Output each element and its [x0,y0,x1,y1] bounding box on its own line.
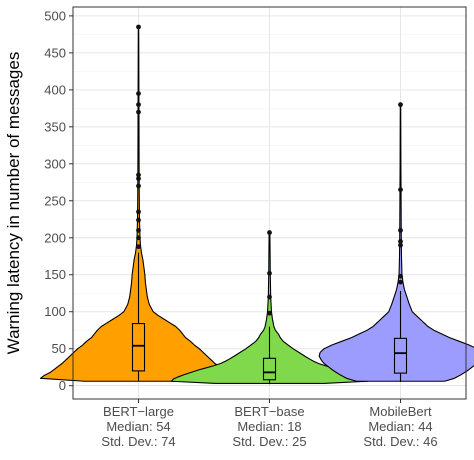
outlier-point [136,244,141,250]
y-tick-label: 500 [44,8,66,23]
outlier-point [136,172,141,178]
y-axis: 0 50 100 150 200 250 300 350 400 450 500 [44,8,73,393]
outlier-point [136,91,141,96]
y-tick-label: 0 [59,378,66,393]
outlier-points [136,24,403,316]
x-category-label-line: MobileBert [369,404,432,419]
y-tick-label: 350 [44,119,66,134]
outlier-point [398,279,403,285]
outlier-point [398,273,403,279]
iqr-box [131,323,146,372]
iqr-box [393,337,408,374]
outlier-point [136,217,141,223]
outlier-point [136,24,141,30]
y-tick-label: 300 [44,156,66,171]
outlier-point [136,176,141,181]
y-tick-label: 450 [44,45,66,60]
violin-2 [318,104,474,382]
outlier-point [267,310,272,316]
outlier-point [398,242,403,248]
outlier-point [398,102,403,108]
outlier-point [398,227,403,233]
y-tick-label: 50 [52,341,66,356]
x-category-label-line: BERT−large [103,404,174,419]
y-tick-label: 100 [44,304,66,319]
y-tick-label: 150 [44,267,66,282]
violin-0 [39,26,238,382]
x-category-label-line: Median: 18 [237,419,301,434]
x-category-label-line: Std. Dev.: 25 [232,434,306,449]
outlier-point [136,235,141,241]
y-tick-label: 200 [44,230,66,245]
outlier-point [398,187,403,193]
boxplots [131,252,408,385]
outlier-point [267,294,272,300]
y-tick-label: 400 [44,82,66,97]
x-category-label-line: Std. Dev.: 46 [363,434,437,449]
outlier-point [267,270,272,276]
outlier-point [267,230,272,235]
y-tick-label: 250 [44,193,66,208]
outlier-point [136,209,141,215]
outlier-point [136,102,141,108]
x-category-label-line: BERT−base [234,404,304,419]
y-axis-title: Warning latency in number of messages [4,52,23,355]
x-category-label-line: Std. Dev.: 74 [101,434,175,449]
outlier-point [136,109,141,115]
outlier-point [398,239,403,244]
outlier-point [136,183,141,189]
iqr-box [262,357,277,381]
outlier-point [136,227,141,233]
x-category-label-line: Median: 54 [106,419,170,434]
x-category-label-line: Median: 44 [368,419,432,434]
